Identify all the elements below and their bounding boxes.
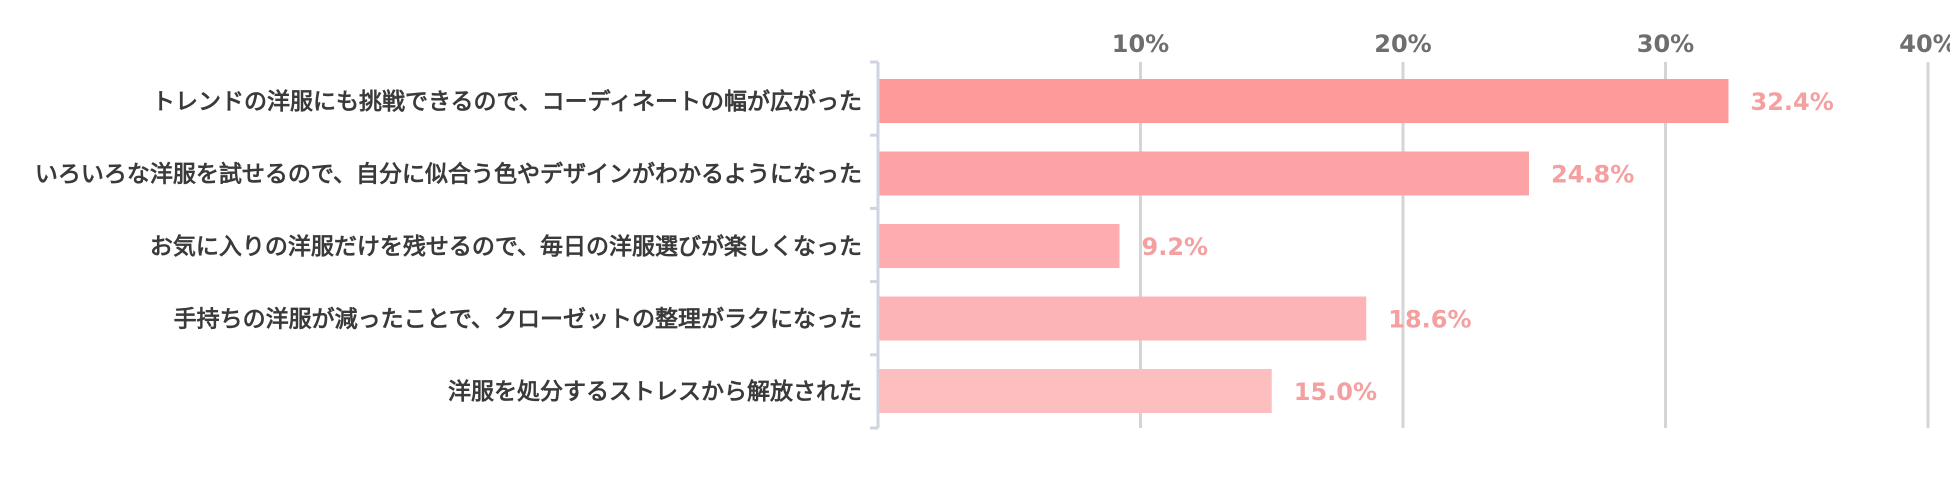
bar [879,369,1272,413]
category-label: いろいろな洋服を試せるので、自分に似合う色やデザインがわかるようになった [35,161,862,188]
category-label: トレンドの洋服にも挑戦できるので、コーディネートの幅が広がった [152,88,862,115]
value-label: 9.2% [1142,233,1209,261]
bar [879,296,1367,341]
tick-labels: 10% 20% 30% 40% [1112,30,1950,58]
bar [879,79,1729,123]
tick-label: 30% [1637,30,1694,58]
tick-label: 10% [1112,30,1169,58]
tick-label: 20% [1374,30,1431,58]
bar [879,151,1529,196]
value-label: 18.6% [1388,306,1471,334]
bar [879,224,1120,268]
category-labels: トレンドの洋服にも挑戦できるので、コーディネートの幅が広がったいろいろな洋服を試… [35,88,862,405]
category-axis [870,60,880,430]
category-label: お気に入りの洋服だけを残せるので、毎日の洋服選びが楽しくなった [150,233,862,260]
value-label: 15.0% [1294,378,1377,406]
value-labels: 32.4% 24.8% 9.2% 18.6% 15.0% [1142,88,1834,406]
category-label: 洋服を処分するストレスから解放された [448,378,862,405]
value-label: 24.8% [1551,161,1634,189]
tick-label: 40% [1899,30,1950,58]
bars [879,79,1729,413]
category-label: 手持ちの洋服が減ったことで、クローゼットの整理がラクになった [174,306,862,333]
value-label: 32.4% [1751,88,1834,116]
